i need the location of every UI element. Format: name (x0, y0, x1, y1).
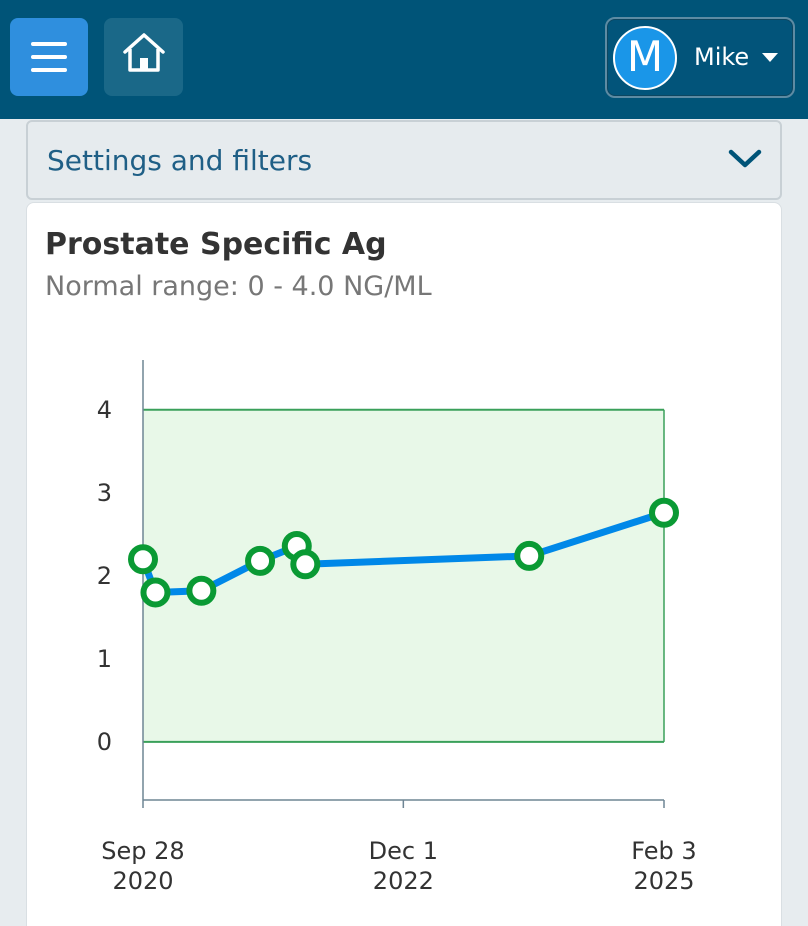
x-tick-label: Feb 3 (631, 837, 696, 865)
data-point (245, 545, 276, 576)
normal-range-band (143, 409, 664, 742)
y-tick-label: 2 (97, 562, 112, 590)
hamburger-icon-bar (31, 68, 67, 72)
x-tick-label-year: 2022 (373, 867, 434, 895)
hamburger-icon (31, 42, 67, 46)
menu-button[interactable] (10, 18, 88, 96)
data-point (649, 497, 679, 528)
data-point (186, 575, 217, 606)
chevron-down-icon (728, 149, 762, 168)
settings-label: Settings and filters (47, 144, 313, 177)
caret-down-icon (762, 53, 778, 62)
card-title: Prostate Specific Ag (45, 227, 387, 262)
avatar: M (613, 26, 677, 90)
home-icon (123, 33, 165, 72)
home-button[interactable] (104, 18, 183, 96)
data-point (514, 540, 545, 571)
data-point (290, 549, 321, 580)
y-tick-label: 1 (97, 645, 112, 673)
x-tick-label: Sep 28 (101, 837, 184, 865)
settings-and-filters-toggle[interactable]: Settings and filters (26, 120, 782, 200)
y-tick-label: 3 (97, 479, 112, 507)
data-point (128, 544, 158, 575)
user-name: Mike (694, 43, 750, 71)
normal-range-text: Normal range: 0 - 4.0 NG/ML (45, 271, 432, 302)
data-point (140, 577, 171, 608)
x-tick-label-year: 2025 (633, 867, 694, 895)
hamburger-icon-bar (31, 55, 67, 59)
top-navigation-bar: M Mike (0, 0, 808, 119)
x-tick-label: Dec 1 (369, 837, 438, 865)
x-tick-label-year: 2020 (112, 867, 173, 895)
y-tick-label: 0 (97, 728, 112, 756)
user-menu-button[interactable]: M Mike (605, 17, 795, 98)
y-tick-label: 4 (97, 396, 112, 424)
